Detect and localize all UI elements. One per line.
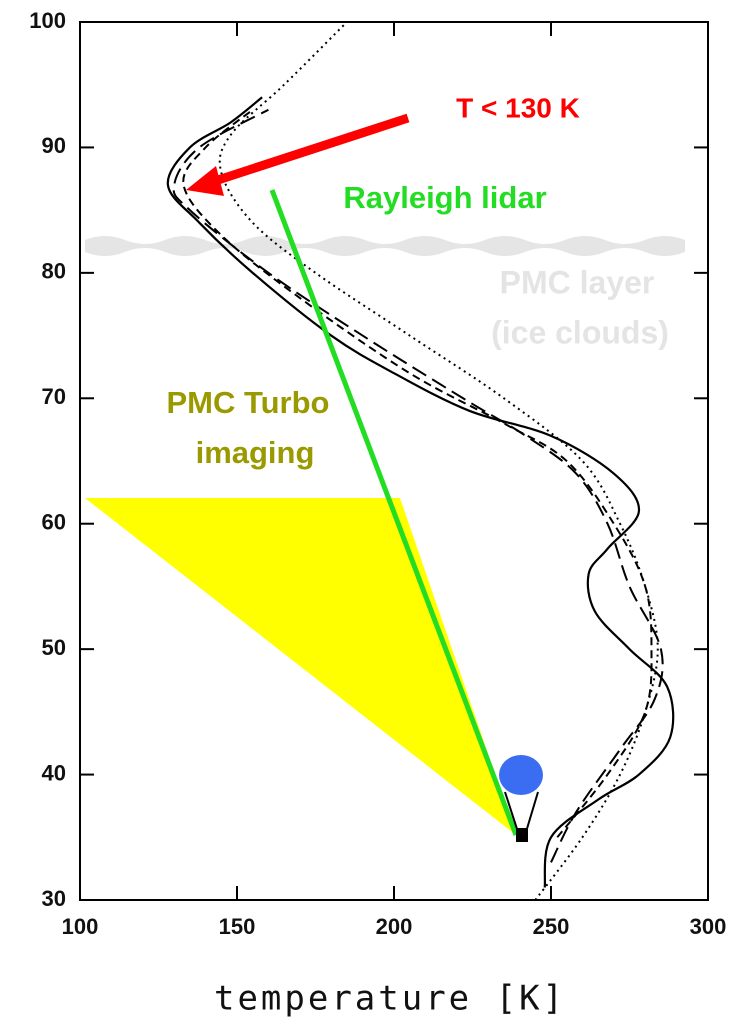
y-tick-label: 40 [42,760,66,785]
x-tick-label: 150 [219,914,256,939]
annotation: PMC layer [500,264,655,300]
y-tick-label: 50 [42,635,66,660]
annotation: Rayleigh lidar [343,180,546,215]
y-tick-label: 60 [42,510,66,535]
y-tick-label: 100 [29,8,66,33]
balloon [499,755,543,795]
y-tick-label: 90 [42,133,66,158]
annotation: imaging [196,435,315,470]
x-tick-label: 250 [533,914,570,939]
y-tick-label: 30 [42,886,66,911]
y-tick-label: 70 [42,384,66,409]
y-tick-label: 80 [42,259,66,284]
gondola [516,828,528,842]
annotation: PMC Turbo [166,385,329,420]
annotation: T < 130 K [456,92,580,123]
chart: T < 130 K Rayleigh lidar PMC layer (ice … [0,0,740,1027]
x-tick-label: 100 [62,914,99,939]
x-tick-label: 300 [690,914,727,939]
annotation: (ice clouds) [491,314,669,350]
x-tick-label: 200 [376,914,413,939]
x-axis-label: temperature [K] [214,979,566,1019]
